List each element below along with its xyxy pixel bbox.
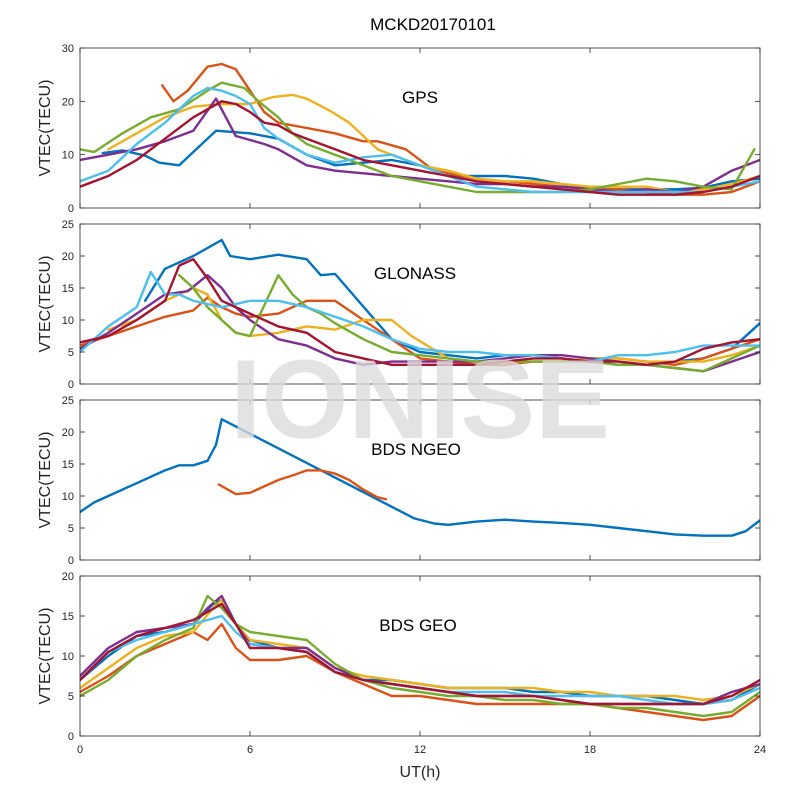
y-axis-label: VTEC(TECU) [37,608,54,705]
series-line-1 [80,418,760,537]
y-tick-label: 0 [68,731,74,743]
panel-title: GPS [402,88,438,107]
series-group [80,62,760,196]
series-line-7 [80,100,760,196]
series-line-5 [80,81,756,194]
y-tick-label: 5 [68,691,74,703]
y-tick-label: 0 [68,379,74,391]
y-tick-label: 10 [62,651,74,663]
y-tick-label: 10 [62,315,74,327]
plot-area [80,576,760,736]
y-tick-label: 5 [68,347,74,359]
y-tick-label: 15 [62,283,74,295]
series-line-3 [80,598,760,702]
panel-4: 0 5 10 15 20 0 6 12 18 24 VTEC(TECU) BDS GEO [37,571,766,756]
series-group [80,238,760,373]
y-tick-label: 15 [62,611,74,623]
y-tick-label: 15 [62,459,74,471]
series-group [80,418,760,537]
series-line-6 [80,86,760,194]
y-tick-label: 25 [62,219,74,231]
y-tick-label: 5 [68,523,74,535]
series-line-6 [80,270,760,363]
x-axis-label: UT(h) [400,764,441,781]
series-line-7 [80,258,760,366]
panel-title: GLONASS [374,264,456,283]
panel-2: 0 5 10 15 20 25 VTEC(TECU) GLONASS [37,219,761,391]
y-tick-label: 20 [62,427,74,439]
y-tick-label: 0 [68,555,74,567]
y-tick-label: 25 [62,395,74,407]
x-tick-label: 12 [414,744,426,756]
series-line-7 [80,602,760,706]
x-tick-label: 0 [77,744,83,756]
y-tick-label: 10 [62,491,74,503]
panel-3: 0 5 10 15 20 25 VTEC(TECU) BDS NGEO [37,395,761,567]
y-tick-label: 20 [62,571,74,583]
panel-1: 0 10 20 30 VTEC(TECU) GPS [37,43,761,215]
panel-title: BDS NGEO [371,440,461,459]
y-axis-label: VTEC(TECU) [37,432,54,529]
y-axis-label: VTEC(TECU) [37,80,54,177]
series-line-3 [107,286,760,363]
plot-area [80,400,760,560]
y-tick-label: 20 [62,251,74,263]
y-tick-label: 10 [62,150,74,162]
panel-title: BDS GEO [379,616,456,635]
x-tick-label: 18 [584,744,596,756]
watermark: IONISE [230,337,610,462]
y-tick-label: 0 [68,203,74,215]
y-axis-label: VTEC(TECU) [37,256,54,353]
figure-title: MCKD20170101 [370,15,496,34]
panels: 0 10 20 30 VTEC(TECU) GPS 0 5 10 15 20 25 VTEC(TECU)… [37,43,766,756]
series-line-4 [80,97,760,194]
x-tick-label: 6 [247,744,253,756]
series-line-2 [217,469,388,501]
x-tick-label: 24 [754,744,766,756]
y-tick-label: 30 [62,43,74,55]
plot-area [80,48,760,208]
series-group [80,594,760,722]
y-tick-label: 20 [62,96,74,108]
series-line-2 [80,622,760,722]
